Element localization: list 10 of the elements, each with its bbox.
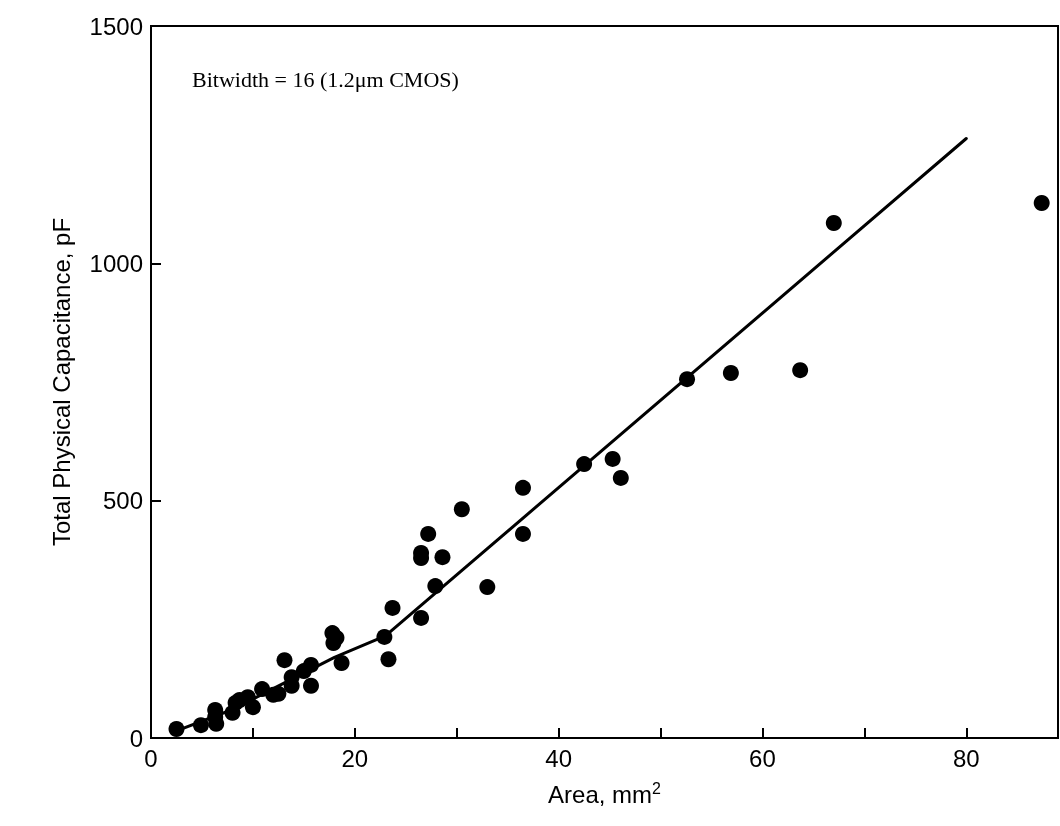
x-tick-label: 20 bbox=[341, 744, 369, 772]
y-axis-title: Total Physical Capacitance, pF bbox=[47, 217, 75, 547]
x-tick-label: 80 bbox=[952, 744, 980, 772]
annotation: Bitwidth = 16 (1.2μm CMOS) bbox=[192, 66, 459, 92]
x-tick-label: 40 bbox=[545, 744, 572, 772]
x-tick-label: 60 bbox=[749, 744, 776, 772]
y-tick-label: 1000 bbox=[89, 249, 143, 277]
y-tick-label: 1500 bbox=[89, 12, 143, 40]
y-tick-label: 500 bbox=[102, 487, 143, 515]
y-tick-label: 0 bbox=[129, 724, 143, 752]
